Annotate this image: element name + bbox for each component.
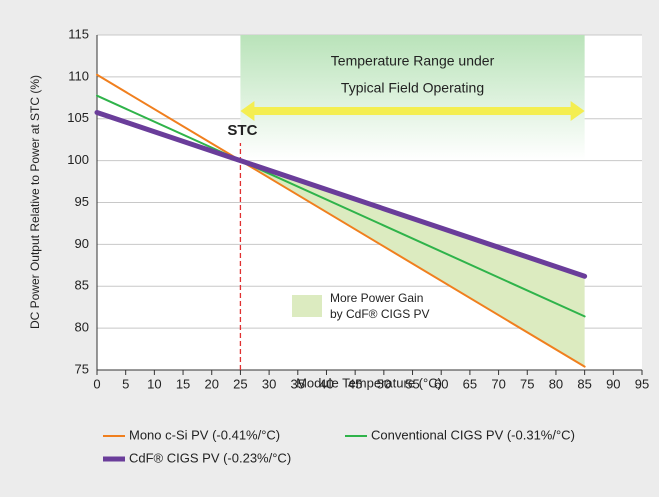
gain-swatch xyxy=(292,295,322,317)
x-tick-label: 30 xyxy=(262,376,276,391)
x-tick-label: 0 xyxy=(93,376,100,391)
legend-label: Mono c-Si PV (-0.41%/°C) xyxy=(129,427,280,442)
series-line xyxy=(94,109,588,279)
annotation: Typical Field Operating xyxy=(341,80,484,96)
legend-label: Conventional CIGS PV (-0.31%/°C) xyxy=(371,427,575,442)
annotation: Temperature Range under xyxy=(331,53,495,69)
x-tick-label: 80 xyxy=(549,376,563,391)
x-tick-label: 60 xyxy=(434,376,448,391)
x-tick-label: 85 xyxy=(577,376,591,391)
annotation: STC xyxy=(227,122,257,139)
x-tick-label: 75 xyxy=(520,376,534,391)
legend-label: CdF® CIGS PV (-0.23%/°C) xyxy=(129,450,291,465)
x-tick-label: 5 xyxy=(122,376,129,391)
x-tick-label: 50 xyxy=(377,376,391,391)
x-tick-label: 15 xyxy=(176,376,190,391)
x-tick-label: 70 xyxy=(491,376,505,391)
x-tick-label: 20 xyxy=(205,376,219,391)
y-tick-label: 100 xyxy=(67,152,89,167)
x-tick-label: 45 xyxy=(348,376,362,391)
range-band xyxy=(240,35,585,160)
x-tick-label: 55 xyxy=(405,376,419,391)
y-tick-label: 95 xyxy=(75,194,89,209)
annotation: More Power Gain xyxy=(330,291,423,305)
y-tick-label: 85 xyxy=(75,278,89,293)
x-tick-label: 10 xyxy=(147,376,161,391)
y-axis-title: DC Power Output Relative to Power at STC… xyxy=(28,75,42,329)
y-tick-label: 105 xyxy=(67,110,89,125)
annotation: by CdF® CIGS PV xyxy=(330,307,430,321)
y-tick-label: 115 xyxy=(68,26,89,41)
y-tick-label: 80 xyxy=(75,320,89,335)
y-tick-label: 75 xyxy=(75,361,89,376)
y-tick-label: 110 xyxy=(68,68,89,83)
x-tick-label: 95 xyxy=(635,376,649,391)
x-tick-label: 40 xyxy=(319,376,333,391)
x-tick-label: 90 xyxy=(606,376,620,391)
x-tick-label: 65 xyxy=(463,376,477,391)
x-tick-label: 25 xyxy=(233,376,247,391)
x-axis-title: Module Temperature (°C) xyxy=(296,375,442,390)
y-tick-label: 90 xyxy=(75,236,89,251)
x-tick-label: 35 xyxy=(291,376,305,391)
